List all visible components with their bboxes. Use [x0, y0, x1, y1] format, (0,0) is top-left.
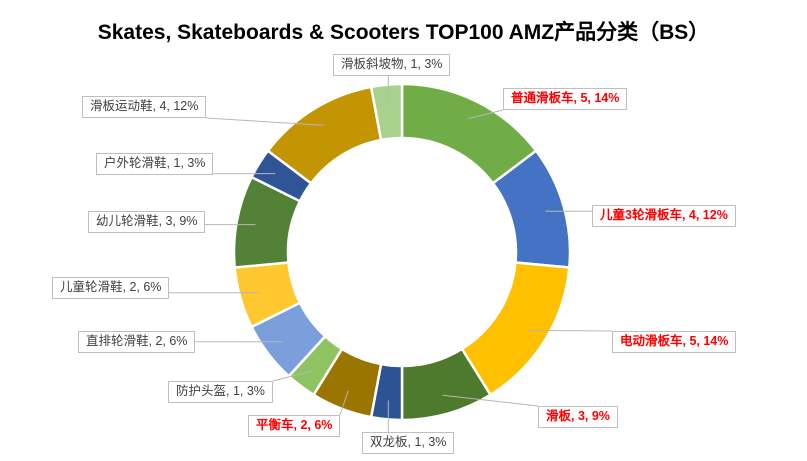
slice-label-2: 电动滑板车, 5, 14% — [612, 331, 737, 353]
leader-lines — [169, 76, 613, 432]
leader-line-0 — [468, 109, 504, 120]
slice-label-6: 防护头盔, 1, 3% — [168, 381, 273, 403]
leader-line-5 — [339, 390, 349, 416]
slice-label-10: 户外轮滑鞋, 1, 3% — [96, 153, 214, 175]
slice-label-4: 双龙板, 1, 3% — [362, 432, 455, 454]
slice-label-8: 儿童轮滑鞋, 2, 6% — [52, 277, 170, 299]
slice-label-3: 滑板, 3, 9% — [538, 406, 618, 428]
slice-label-9: 幼儿轮滑鞋, 3, 9% — [88, 211, 206, 233]
leader-line-6 — [272, 370, 313, 382]
leader-line-11 — [205, 117, 324, 126]
chart-title: Skates, Skateboards & Scooters TOP100 AM… — [97, 21, 710, 44]
slice-label-7: 直排轮滑鞋, 2, 6% — [78, 331, 196, 353]
leader-line-2 — [528, 329, 613, 332]
slice-label-5: 平衡车, 2, 6% — [248, 415, 341, 437]
slice-label-0: 普通滑板车, 5, 14% — [503, 88, 628, 110]
donut-slices — [232, 82, 572, 422]
slice-label-1: 儿童3轮滑板车, 4, 12% — [592, 205, 736, 227]
slice-label-12: 滑板斜坡物, 1, 3% — [333, 54, 451, 76]
leader-line-3 — [442, 394, 539, 407]
slice-label-11: 滑板运动鞋, 4, 12% — [82, 96, 207, 118]
donut-slice-12 — [369, 82, 404, 142]
